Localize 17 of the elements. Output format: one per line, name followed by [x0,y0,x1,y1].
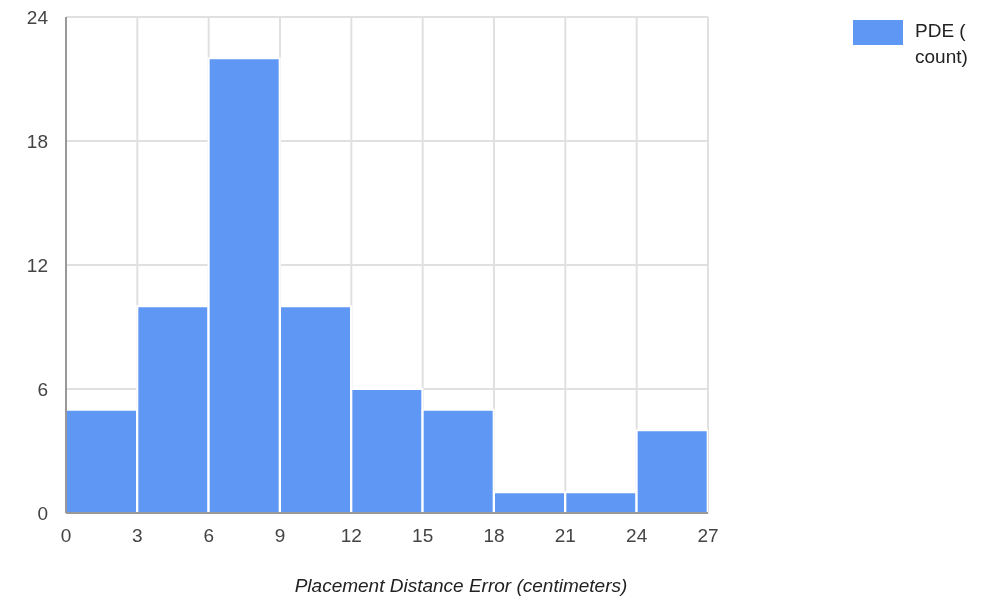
y-tick-label: 0 [37,502,48,524]
x-axis-title: Placement Distance Error (centimeters) [293,575,629,597]
x-tick-label: 15 [412,525,434,547]
x-tick-label: 24 [626,525,648,547]
x-tick-label: 12 [340,525,362,547]
x-tick-label: 9 [274,525,286,547]
y-tick-label: 12 [26,254,48,276]
x-tick-label: 3 [132,525,143,547]
x-tick-label: 18 [483,525,505,547]
x-tick-label: 21 [554,525,576,547]
x-tick-label: 6 [203,525,214,547]
y-tick-label: 6 [37,378,48,400]
legend-label: PDE ( count) [915,19,969,69]
x-tick-label: 0 [60,525,72,547]
y-tick-label: 18 [26,130,48,152]
x-tick-label: 27 [697,525,719,547]
y-tick-label: 24 [26,6,49,28]
